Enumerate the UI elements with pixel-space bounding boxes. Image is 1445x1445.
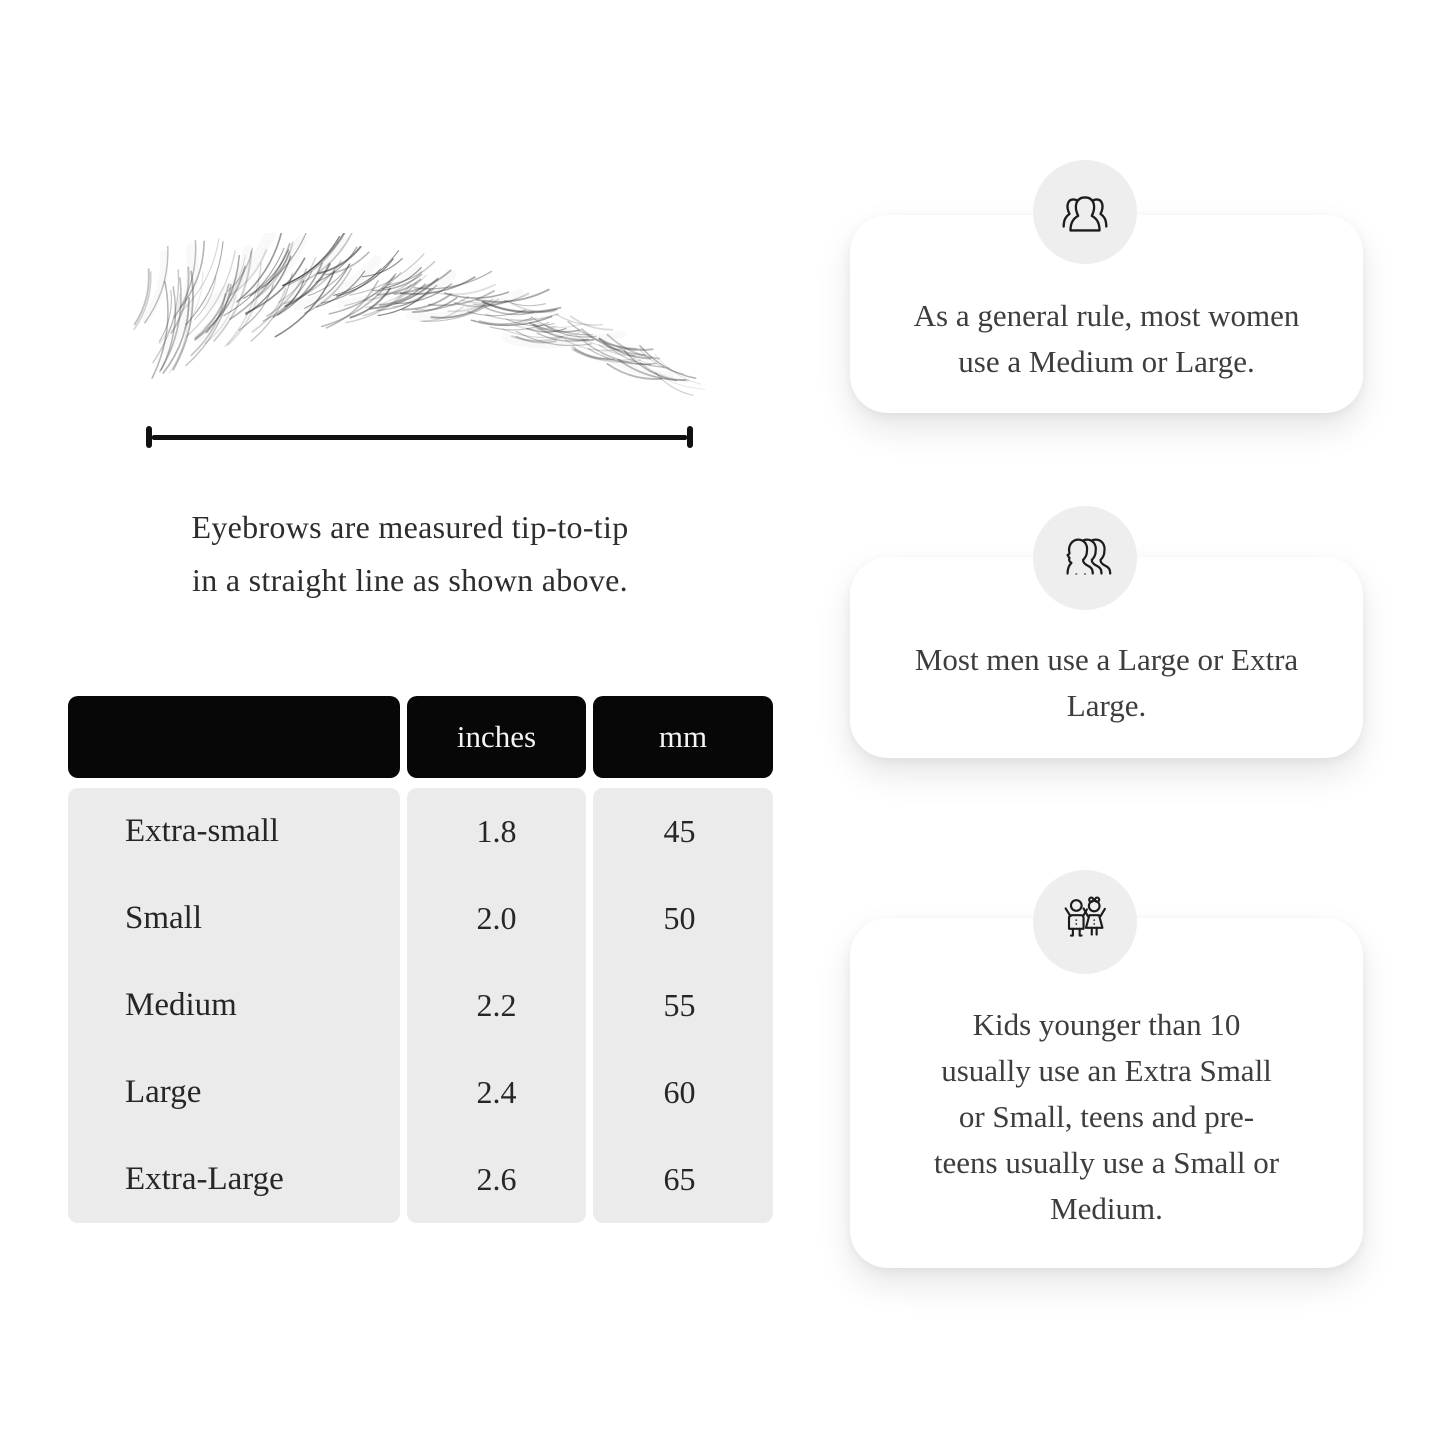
caption-line1: Eyebrows are measured tip-to-tip — [191, 509, 629, 545]
measure-bar — [152, 434, 687, 440]
table-header-mm: mm — [593, 696, 773, 778]
row-mm: 45 — [663, 813, 696, 849]
info-card-women: As a general rule, most women use a Medi… — [850, 215, 1363, 413]
card-text-men: Most men use a Large or Extra Large. — [914, 641, 1299, 723]
size-table-body: Extra-small 1.8 45 Small 2.0 50 Medium 2… — [68, 788, 773, 1223]
row-mm: 50 — [663, 900, 696, 936]
table-column-inches-bg — [407, 788, 586, 1223]
info-card-kids: Kids younger than 10 usually use an Extr… — [850, 918, 1363, 1268]
row-label: Extra-Large — [125, 1161, 284, 1197]
row-mm: 55 — [663, 987, 696, 1023]
measurement-line — [146, 426, 693, 448]
measure-endcap-right — [687, 426, 693, 448]
card-icon-circle — [1033, 506, 1137, 610]
table-header-inches: inches — [407, 696, 586, 778]
table-column-size-bg — [68, 788, 400, 1223]
row-label: Extra-small — [125, 813, 279, 849]
row-label: Small — [125, 900, 203, 936]
table-header-mm-label: mm — [658, 719, 708, 754]
caption: Eyebrows are measured tip-to-tip in a st… — [110, 501, 710, 607]
row-inches: 2.6 — [476, 1161, 517, 1197]
row-mm: 60 — [663, 1074, 696, 1110]
row-label: Medium — [125, 987, 237, 1023]
table-header-size — [68, 696, 400, 778]
women-group-icon — [1062, 196, 1108, 232]
row-label: Large — [125, 1074, 202, 1110]
table-header-inches-label: inches — [456, 719, 537, 754]
measure-endcap-left — [146, 426, 152, 448]
card-icon-circle — [1033, 870, 1137, 974]
card-text-women: As a general rule, most women use a Medi… — [913, 298, 1300, 379]
row-inches: 2.0 — [476, 900, 517, 936]
eyebrow-illustration — [133, 233, 706, 396]
card-icon-circle — [1033, 160, 1137, 264]
table-column-mm-bg — [593, 788, 773, 1223]
row-inches: 2.2 — [476, 987, 517, 1023]
caption-line2: in a straight line as shown above. — [192, 562, 628, 598]
row-mm: 65 — [663, 1161, 696, 1197]
men-group-icon — [1066, 538, 1112, 575]
row-inches: 2.4 — [476, 1074, 517, 1110]
row-inches: 1.8 — [476, 813, 517, 849]
kids-icon — [1064, 896, 1106, 937]
card-text-kids: Kids younger than 10 usually use an Extr… — [933, 1007, 1280, 1226]
